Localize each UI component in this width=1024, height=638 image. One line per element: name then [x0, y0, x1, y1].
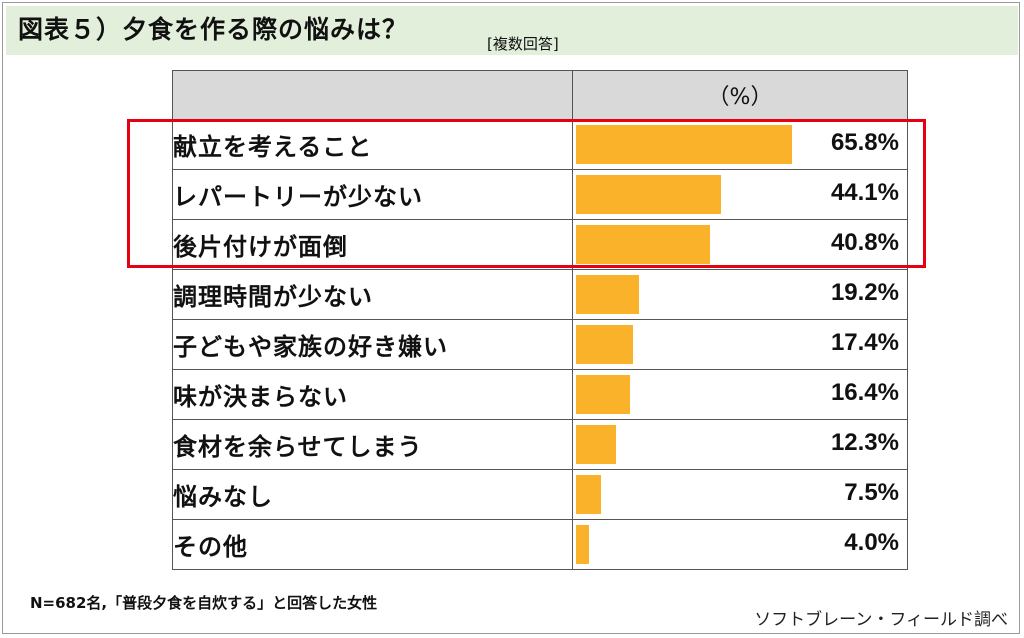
footnote: N=682名,「普段夕食を自炊する」と回答した女性	[30, 594, 378, 612]
category-label: 後片付けが面倒	[172, 219, 573, 270]
chart-row: 子どもや家族の好き嫌い 17.4%	[172, 319, 908, 370]
header-row: （%）	[172, 70, 908, 120]
chart-row: 調理時間が少ない 19.2%	[172, 269, 908, 320]
category-label: レパートリーが少ない	[172, 169, 573, 220]
bar	[576, 375, 630, 414]
chart-subtitle: [複数回答]	[487, 35, 559, 53]
chart-table: （%） 献立を考えること 65.8% レパートリーが少ない 44.1% 後片付けが面倒 4…	[172, 70, 908, 570]
header-label-cell	[172, 70, 573, 120]
unit-header: （%）	[572, 70, 908, 120]
title-bar	[6, 6, 1018, 55]
bar	[576, 275, 640, 314]
category-label: 食材を余らせてしまう	[172, 419, 573, 470]
chart-row: 食材を余らせてしまう 12.3%	[172, 419, 908, 470]
chart-row: その他 4.0%	[172, 519, 908, 570]
value-label: 12.3%	[830, 429, 899, 456]
bar-cell: 40.8%	[572, 219, 908, 270]
bar-cell: 7.5%	[572, 469, 908, 520]
value-label: 19.2%	[830, 279, 899, 306]
category-label: 子どもや家族の好き嫌い	[172, 319, 573, 370]
bar	[576, 175, 722, 214]
chart-title: 図表５）夕食を作る際の悩みは？	[18, 15, 409, 44]
bar	[576, 225, 711, 264]
bar-cell: 44.1%	[572, 169, 908, 220]
category-label: 調理時間が少ない	[172, 269, 573, 320]
bar	[576, 325, 634, 364]
bar-cell: 4.0%	[572, 519, 908, 570]
bar-cell: 19.2%	[572, 269, 908, 320]
value-label: 40.8%	[830, 229, 899, 256]
category-label: 悩みなし	[172, 469, 573, 520]
bar-cell: 65.8%	[572, 119, 908, 170]
bar	[576, 425, 617, 464]
bar-cell: 12.3%	[572, 419, 908, 470]
source-note: ソフトブレーン・フィールド調べ	[754, 610, 1008, 630]
bar	[576, 525, 590, 564]
category-label: 献立を考えること	[172, 119, 573, 170]
value-label: 44.1%	[830, 179, 899, 206]
chart-row: 後片付けが面倒 40.8%	[172, 219, 908, 270]
value-label: 4.0%	[844, 529, 899, 556]
bar	[576, 125, 793, 164]
value-label: 17.4%	[830, 329, 899, 356]
chart-body: 献立を考えること 65.8% レパートリーが少ない 44.1% 後片付けが面倒 40.8%…	[172, 119, 908, 570]
chart-row: 悩みなし 7.5%	[172, 469, 908, 520]
value-label: 65.8%	[830, 129, 899, 156]
chart-row: 献立を考えること 65.8%	[172, 119, 908, 170]
bar	[576, 475, 601, 514]
bar-cell: 17.4%	[572, 319, 908, 370]
category-label: その他	[172, 519, 573, 570]
chart-row: 味が決まらない 16.4%	[172, 369, 908, 420]
value-label: 16.4%	[830, 379, 899, 406]
category-label: 味が決まらない	[172, 369, 573, 420]
chart-row: レパートリーが少ない 44.1%	[172, 169, 908, 220]
value-label: 7.5%	[844, 479, 899, 506]
bar-cell: 16.4%	[572, 369, 908, 420]
